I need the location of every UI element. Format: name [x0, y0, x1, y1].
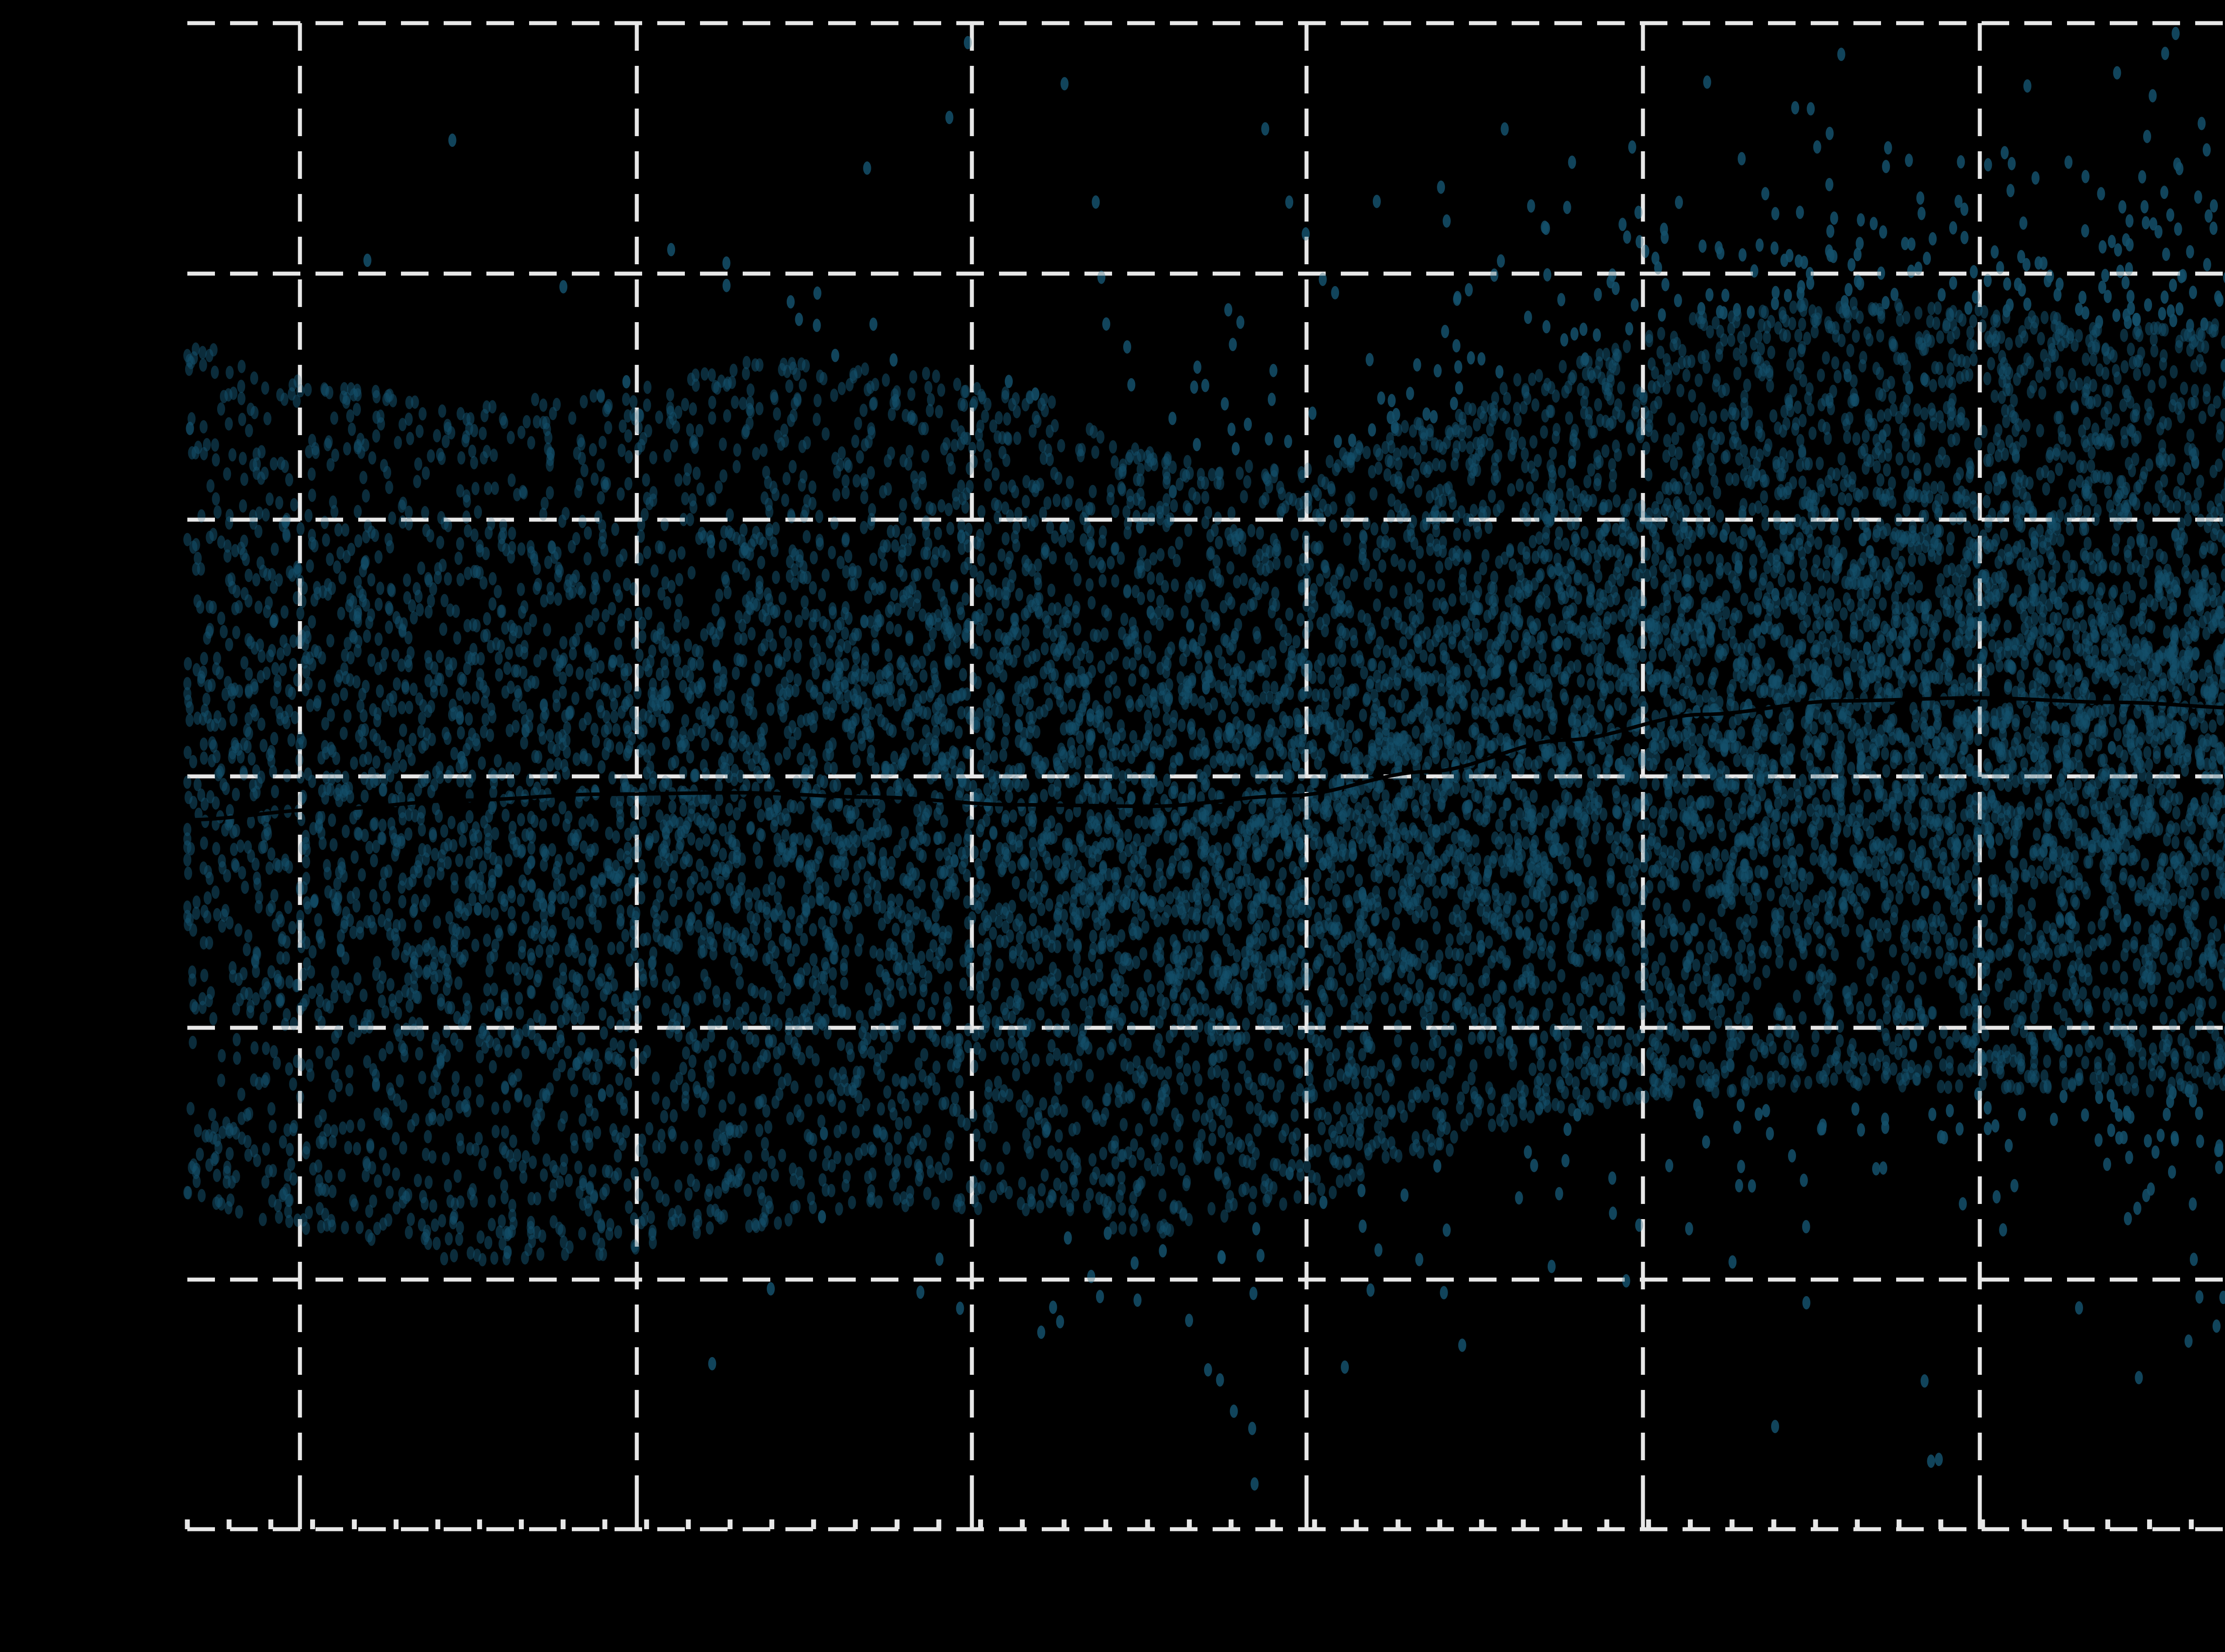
scatter-plot-canvas [0, 0, 2225, 1652]
chart-figure [0, 0, 2225, 1652]
